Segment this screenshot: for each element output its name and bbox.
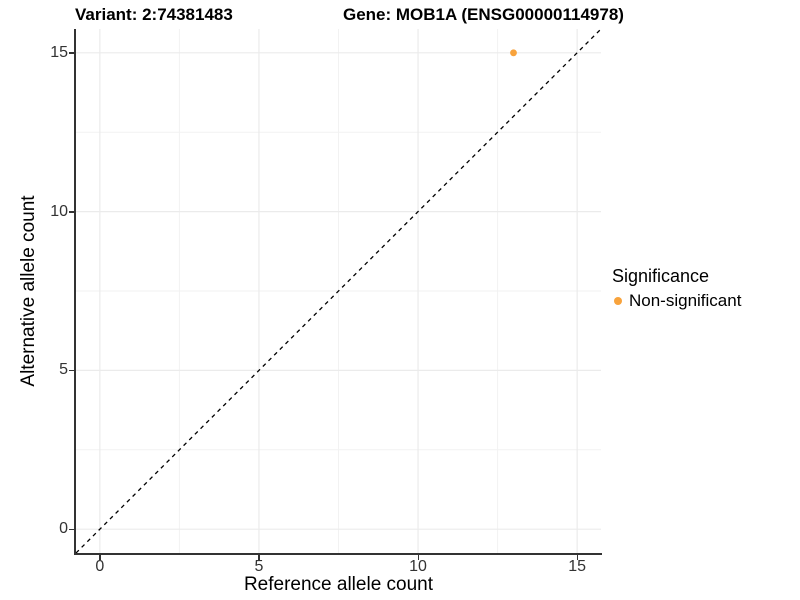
legend-entry: Non-significant <box>612 291 741 311</box>
x-tick-mark <box>576 555 579 560</box>
y-axis-title: Alternative allele count <box>18 195 39 387</box>
x-tick-mark <box>99 555 101 560</box>
legend: Significance Non-significant <box>612 266 741 311</box>
x-tick-label: 5 <box>254 558 264 575</box>
x-tick-mark <box>417 555 420 560</box>
x-tick-mark <box>258 555 260 560</box>
y-tick-mark <box>69 52 74 54</box>
legend-entries: Non-significant <box>612 291 741 311</box>
y-tick-mark <box>69 528 74 531</box>
legend-title: Significance <box>612 266 710 286</box>
plot-title-variant: Variant: 2:74381483 <box>75 5 233 24</box>
x-tick-label: 10 <box>409 558 427 575</box>
legend-point-icon <box>614 297 622 305</box>
y-tick-label: 0 <box>59 520 68 538</box>
y-tick-mark <box>69 369 74 372</box>
y-axis-line <box>74 29 76 555</box>
x-tick-label: 15 <box>568 558 587 575</box>
data-point <box>510 49 517 57</box>
y-tick-mark <box>69 211 74 213</box>
x-axis-line <box>74 553 602 555</box>
y-tick-label: 15 <box>50 43 68 61</box>
plot-panel <box>76 29 601 553</box>
y-tick-label: 10 <box>50 202 68 220</box>
y-tick-label: 5 <box>59 361 68 379</box>
identity-dashed-line <box>76 29 601 553</box>
x-axis-title: Reference allele count <box>243 574 434 595</box>
legend-entry-label: Non-significant <box>629 291 742 310</box>
plot-title-gene: Gene: MOB1A (ENSG00000114978) <box>343 5 624 24</box>
x-tick-label: 0 <box>95 558 105 575</box>
